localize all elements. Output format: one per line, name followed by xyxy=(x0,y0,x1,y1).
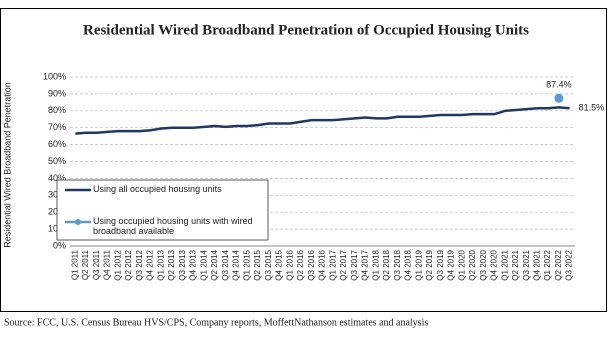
chart-title: Residential Wired Broadband Penetration … xyxy=(83,22,529,38)
x-tick-label: Q4 2012 xyxy=(146,249,155,280)
y-tick-label: 100% xyxy=(43,71,66,81)
x-tick-label: Q1 2014 xyxy=(199,249,208,280)
x-tick-label: Q1 2017 xyxy=(328,249,337,280)
source: Source: FCC, U.S. Census Bureau HVS/CPS,… xyxy=(4,317,428,328)
x-tick-label: Q3 2015 xyxy=(264,249,273,280)
x-tick-label: Q3 2022 xyxy=(565,249,574,280)
x-tick-label: Q3 2011 xyxy=(92,249,101,280)
frame xyxy=(0,8,607,312)
x-tick-label: Q4 2015 xyxy=(275,249,284,280)
x-tick-label: Q2 2021 xyxy=(511,249,520,280)
x-tick-label: Q3 2019 xyxy=(436,249,445,280)
y-tick-label: 40% xyxy=(48,173,66,183)
x-tick-label: Q1 2013 xyxy=(156,249,165,280)
y-axis-label: Residential Wired Broadband Penetration xyxy=(2,82,12,248)
x-tick-label: Q2 2012 xyxy=(124,249,133,280)
x-tick-label: Q2 2018 xyxy=(382,249,391,280)
x-tick-label: Q1 2021 xyxy=(500,249,509,280)
x-tick-label: Q2 2022 xyxy=(554,249,563,280)
x-tick-label: Q1 2019 xyxy=(414,249,423,280)
x-tick-label: Q1 2011 xyxy=(70,249,79,280)
y-tick-label: 60% xyxy=(48,139,66,149)
x-tick-label: Q2 2017 xyxy=(339,249,348,280)
data-label: 81.5% xyxy=(579,103,605,113)
x-tick-label: Q4 2017 xyxy=(361,249,370,280)
x-tick-label: Q3 2013 xyxy=(178,249,187,280)
x-tick-label: Q1 2020 xyxy=(457,249,466,280)
x-tick-label: Q3 2014 xyxy=(221,249,230,280)
legend-entry: Using all occupied housing units xyxy=(93,184,222,194)
x-tick-label: Q1 2022 xyxy=(543,249,552,280)
x-tick-label: Q2 2014 xyxy=(210,249,219,280)
x-tick-label: Q3 2016 xyxy=(307,249,316,280)
x-tick-label: Q2 2019 xyxy=(425,249,434,280)
data-label: 87.4% xyxy=(546,80,572,90)
x-tick-label: Q2 2020 xyxy=(468,249,477,280)
x-tick-label: Q1 2016 xyxy=(285,249,294,280)
y-tick-label: 70% xyxy=(48,122,66,132)
x-tick-label: Q3 2021 xyxy=(522,249,531,280)
x-tick-label: Q3 2018 xyxy=(393,249,402,280)
x-tick-label: Q4 2021 xyxy=(533,249,542,280)
y-tick-label: 80% xyxy=(48,105,66,115)
x-tick-label: Q1 2012 xyxy=(113,249,122,280)
x-tick-label: Q1 2015 xyxy=(242,249,251,280)
x-tick-label: Q4 2013 xyxy=(189,249,198,280)
x-tick-label: Q4 2018 xyxy=(404,249,413,280)
x-tick-label: Q2 2015 xyxy=(253,249,262,280)
legend-label: Using all occupied housing units xyxy=(93,184,222,194)
x-tick-label: Q1 2018 xyxy=(371,249,380,280)
x-tick-label: Q2 2016 xyxy=(296,249,305,280)
legend-label: Using occupied housing units with wired … xyxy=(93,216,253,236)
data-point xyxy=(554,93,564,103)
x-tick-label: Q4 2016 xyxy=(318,249,327,280)
x-tick-label: Q3 2012 xyxy=(135,249,144,280)
series-line xyxy=(75,106,570,135)
y-tick-label: 90% xyxy=(48,88,66,98)
y-tick-label: 50% xyxy=(48,156,66,166)
x-tick-label: Q3 2017 xyxy=(350,249,359,280)
x-tick-label: Q3 2020 xyxy=(479,249,488,280)
legend-marker xyxy=(75,219,81,225)
legend-entry: Using occupied housing units with wired … xyxy=(93,216,253,236)
x-tick-label: Q4 2020 xyxy=(490,249,499,280)
x-tick-label: Q4 2019 xyxy=(447,249,456,280)
x-tick-label: Q2 2013 xyxy=(167,249,176,280)
x-tick-label: Q2 2011 xyxy=(81,249,90,280)
x-tick-label: Q4 2014 xyxy=(232,249,241,280)
y-tick-label: 0% xyxy=(53,240,66,250)
legend-box xyxy=(56,179,269,241)
x-tick-label: Q4 2011 xyxy=(103,249,112,280)
